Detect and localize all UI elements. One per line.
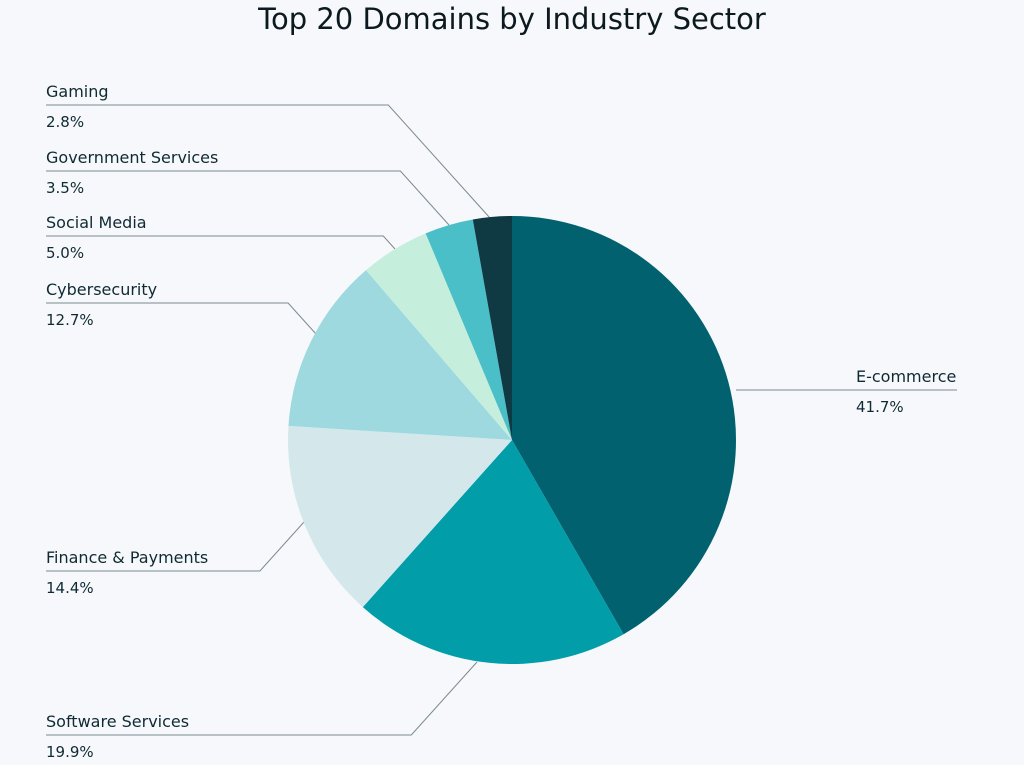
pie-slice-e-commerce (512, 216, 737, 635)
slice-value-cybersecurity: 12.7% (46, 311, 94, 329)
pie-slice-finance-and-payments (288, 425, 512, 608)
slice-label-social-media: Social Media (46, 213, 147, 232)
slice-value-gaming: 2.8% (46, 113, 84, 131)
callout-line-gaming (46, 104, 491, 219)
slice-value-government-services: 3.5% (46, 179, 84, 197)
slice-label-gaming: Gaming (46, 82, 109, 101)
pie-slice-software-services (362, 440, 624, 665)
callout-line-software-services (46, 661, 478, 736)
pie-slice-government-services (425, 219, 512, 440)
slice-value-software-services: 19.9% (46, 743, 94, 761)
slice-value-e-commerce: 41.7% (856, 398, 904, 416)
slice-label-cybersecurity: Cybersecurity (46, 280, 157, 299)
callout-labels: E-commerce 41.7% Software Services 19.9% Fin… (46, 82, 956, 761)
pie-slice-gaming (472, 216, 512, 440)
callout-lines (46, 104, 957, 736)
slice-value-finance-and-payments: 14.4% (46, 579, 94, 597)
pie-slice-social-media (365, 233, 512, 440)
slice-label-e-commerce: E-commerce (856, 367, 956, 386)
callout-line-social-media (46, 235, 396, 250)
slice-label-government-services: Government Services (46, 148, 218, 167)
chart-title: Top 20 Domains by Industry Sector (258, 2, 766, 36)
callout-line-government-services (46, 170, 450, 226)
callout-line-cybersecurity (46, 302, 317, 335)
slice-label-software-services: Software Services (46, 712, 189, 731)
pie-slice-cybersecurity (288, 270, 512, 440)
slice-value-social-media: 5.0% (46, 244, 84, 262)
callout-line-finance-and-payments (46, 521, 305, 572)
slice-label-finance-and-payments: Finance & Payments (46, 548, 208, 567)
pie-slices (288, 216, 737, 665)
